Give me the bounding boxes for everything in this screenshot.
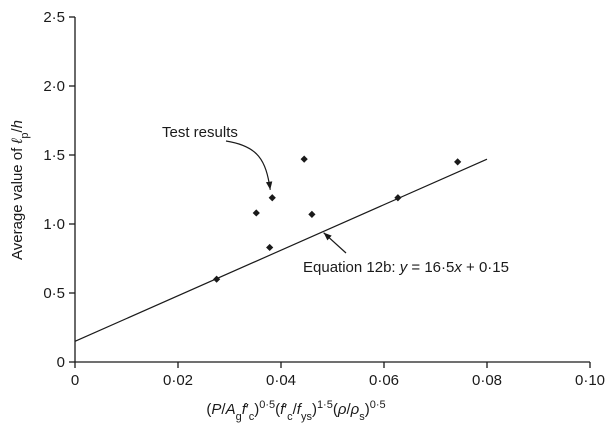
annotations: Test results Equation 12b: y = 16·5x + 0·… bbox=[162, 124, 509, 276]
data-point bbox=[268, 194, 276, 202]
data-point bbox=[252, 209, 260, 217]
data-markers bbox=[213, 155, 462, 283]
test-results-arrow bbox=[225, 140, 271, 190]
y-tick-label: 0·5 bbox=[43, 285, 65, 302]
y-tick-label: 1·0 bbox=[43, 216, 65, 233]
fit-line-group bbox=[74, 158, 488, 342]
data-point bbox=[266, 243, 274, 252]
x-tick-label: 0 bbox=[71, 372, 79, 389]
y-axis-label: Average value of ℓp/h bbox=[9, 120, 31, 260]
x-tick-label: 0·08 bbox=[472, 372, 502, 389]
x-axis-label: (P/Agf′c)0·5(f′c/fys)1·5(ρ/ρs)0·5 bbox=[206, 399, 385, 423]
x-tick-label: 0·02 bbox=[163, 372, 193, 389]
data-point bbox=[454, 158, 462, 166]
data-point bbox=[394, 194, 402, 202]
x-tick-label: 0·04 bbox=[266, 372, 296, 389]
x-ticks: 0 0·02 0·04 0·06 0·08 0·10 bbox=[71, 362, 605, 389]
y-ticks: 0 0·5 1·0 1·5 2·0 2·5 bbox=[43, 9, 75, 371]
x-tick-label: 0·06 bbox=[369, 372, 399, 389]
fit-line bbox=[74, 158, 488, 342]
equation-arrowhead bbox=[323, 232, 332, 241]
data-point bbox=[300, 155, 308, 163]
data-point bbox=[308, 210, 316, 218]
y-tick-label: 2·5 bbox=[43, 9, 65, 26]
axes bbox=[74, 17, 590, 363]
test-results-arrowhead bbox=[265, 181, 273, 190]
y-tick-label: 0 bbox=[57, 354, 65, 371]
data-point bbox=[213, 275, 221, 283]
y-tick-label: 2·0 bbox=[43, 78, 65, 95]
test-results-label: Test results bbox=[162, 124, 238, 141]
y-tick-label: 1·5 bbox=[43, 147, 65, 164]
equation-label: Equation 12b: y = 16·5x + 0·15 bbox=[303, 259, 509, 276]
x-tick-label: 0·10 bbox=[575, 372, 605, 389]
